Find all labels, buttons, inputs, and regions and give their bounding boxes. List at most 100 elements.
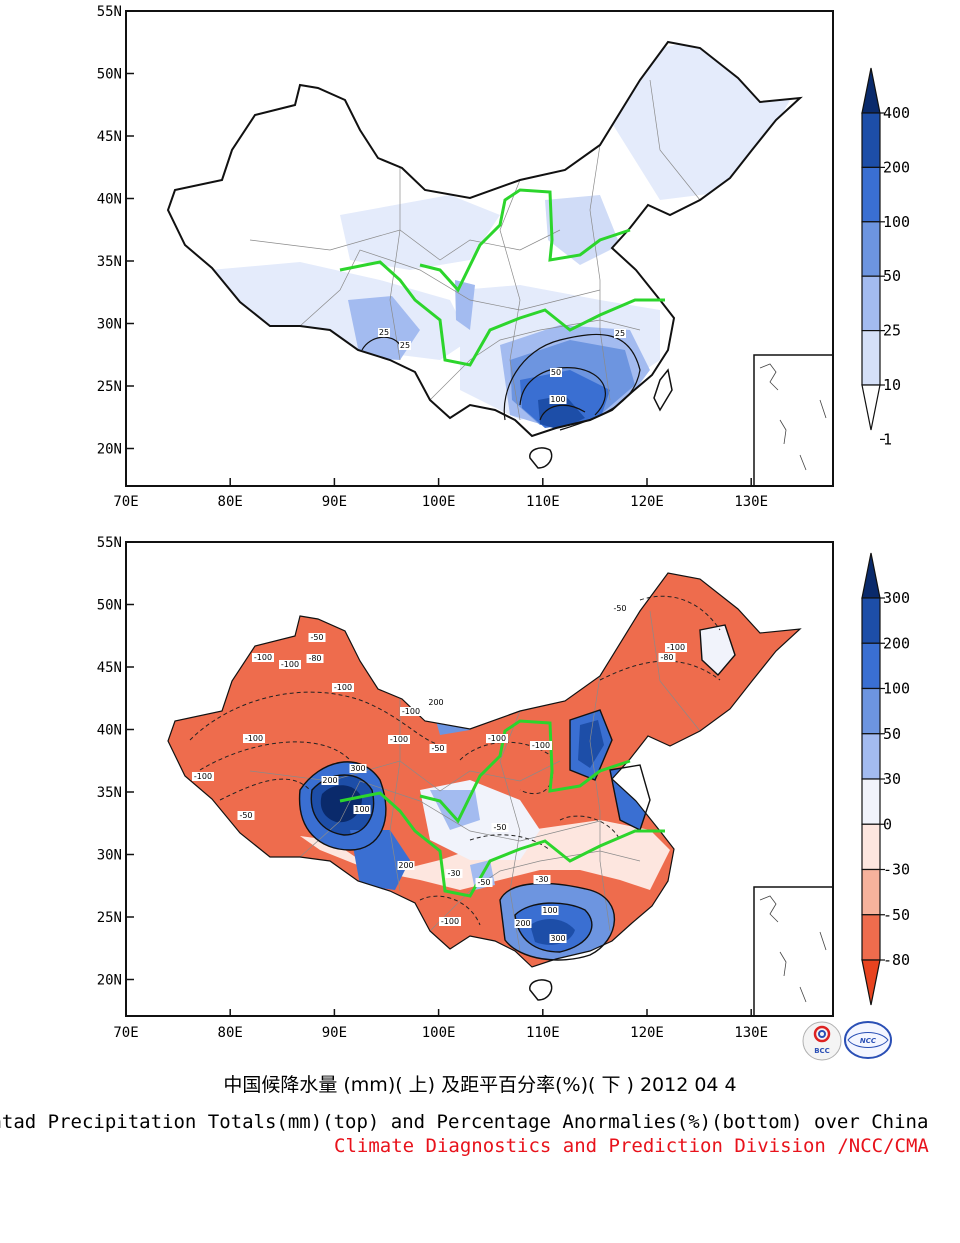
contour-label: -100 bbox=[390, 735, 408, 744]
contour-label-bg bbox=[349, 764, 367, 773]
contour-label: 25 bbox=[615, 329, 625, 338]
south-china-sea-inset-bottom bbox=[753, 886, 834, 1017]
taiwan-island bbox=[653, 368, 673, 412]
lat-tick-label: 20N bbox=[97, 973, 122, 989]
contour-label-bg bbox=[306, 654, 324, 663]
contour-label: 300 bbox=[350, 764, 365, 773]
colorbar-label: -50 bbox=[883, 906, 910, 924]
top-latitude-axis: 55N 50N 45N 40N 35N 30N 25N 20N bbox=[97, 4, 134, 458]
colorbar-segment bbox=[861, 642, 881, 690]
contour-label-bg bbox=[514, 919, 532, 928]
top-longitude-axis: 70E 80E 90E 100E 110E 120E 130E bbox=[113, 478, 768, 510]
contour-lines bbox=[361, 333, 641, 431]
colorbar-label: 200 bbox=[883, 634, 910, 652]
colorbar-label: 200 bbox=[883, 158, 910, 176]
contour-label: -100 bbox=[245, 734, 263, 743]
lat-tick-label: 55N bbox=[97, 4, 122, 20]
contour-label: -50 bbox=[613, 604, 626, 613]
contour-label: 200 bbox=[322, 776, 337, 785]
lat-tick-label: 50N bbox=[97, 598, 122, 614]
english-title-wrap: Pentad Precipitation Totals(mm)(top) and… bbox=[0, 1111, 960, 1133]
contour-label: -100 bbox=[488, 734, 506, 743]
contour-label: -50 bbox=[493, 823, 506, 832]
lon-tick-label: 110E bbox=[526, 494, 560, 510]
contour-label: -50 bbox=[431, 744, 444, 753]
contour-label-bg bbox=[486, 734, 508, 743]
contour-label-bg bbox=[445, 869, 463, 878]
contour-label: 200 bbox=[515, 919, 530, 928]
contour-label-bg bbox=[429, 744, 447, 753]
contour-label: -50 bbox=[239, 811, 252, 820]
colorbar-segment bbox=[861, 733, 881, 780]
colorbar-segment bbox=[861, 914, 881, 961]
colorbar-label: 1 bbox=[883, 430, 892, 448]
lat-tick-label: 45N bbox=[97, 660, 122, 676]
contour-label-bg bbox=[399, 341, 411, 350]
lon-tick-label: 110E bbox=[526, 1025, 560, 1041]
lat-tick-label: 20N bbox=[97, 442, 122, 458]
contour-label-bg bbox=[308, 633, 326, 642]
contour-label: -30 bbox=[535, 875, 548, 884]
lon-tick-label: 120E bbox=[630, 494, 664, 510]
contour-label-bg bbox=[541, 906, 559, 915]
bottom-longitude-axis: 70E 80E 90E 100E 110E 120E 130E bbox=[113, 1009, 768, 1041]
ncc-logo: NCC bbox=[844, 1021, 892, 1059]
contour-label: -100 bbox=[402, 707, 420, 716]
contour-label: -50 bbox=[310, 633, 323, 642]
colorbar-segment bbox=[861, 275, 881, 332]
colorbar-segment bbox=[861, 868, 881, 916]
colorbar-label: 30 bbox=[883, 770, 901, 788]
chinese-title: 中国候降水量 (mm)( 上) 及距平百分率(%)( 下 ) 2012 04 4 bbox=[223, 1074, 737, 1096]
lat-tick-label: 30N bbox=[97, 317, 122, 333]
lat-tick-label: 55N bbox=[97, 535, 122, 551]
contour-label: -80 bbox=[660, 653, 673, 662]
lon-tick-label: 80E bbox=[218, 1025, 243, 1041]
bottom-latitude-axis: 55N 50N 45N 40N 35N 30N 25N 20N bbox=[97, 535, 134, 989]
lat-tick-label: 40N bbox=[97, 723, 122, 739]
positive-contours bbox=[298, 624, 736, 961]
lon-tick-label: 120E bbox=[630, 1025, 664, 1041]
bcc-logo: BCC bbox=[802, 1021, 842, 1061]
contour-label: 300 bbox=[550, 934, 565, 943]
colorbar-segment bbox=[861, 778, 881, 825]
contour-label: -100 bbox=[194, 772, 212, 781]
colorbar-label: 400 bbox=[883, 104, 910, 122]
colorbar-label: 100 bbox=[883, 680, 910, 698]
contour-label-bg bbox=[658, 653, 676, 662]
bcc-logo-text: BCC bbox=[814, 1047, 830, 1055]
contour-label-bg bbox=[321, 776, 339, 785]
contour-label-bg bbox=[439, 917, 461, 926]
contour-label: -30 bbox=[447, 869, 460, 878]
lon-tick-label: 90E bbox=[322, 494, 347, 510]
lon-tick-label: 90E bbox=[322, 1025, 347, 1041]
bottom-map-frame bbox=[125, 541, 834, 1017]
lat-tick-label: 35N bbox=[97, 254, 122, 270]
colorbar-label: 50 bbox=[883, 267, 901, 285]
lat-tick-label: 25N bbox=[97, 910, 122, 926]
colorbar-bottom-arrow bbox=[861, 384, 881, 431]
contour-label: 100 bbox=[354, 805, 369, 814]
lat-tick-label: 35N bbox=[97, 785, 122, 801]
south-china-sea-inset bbox=[753, 354, 834, 487]
contour-label-bg bbox=[279, 660, 301, 669]
colorbar-label: 300 bbox=[883, 589, 910, 607]
ncc-logo-text: NCC bbox=[860, 1037, 877, 1045]
english-title: Pentad Precipitation Totals(mm)(top) and… bbox=[0, 1111, 929, 1133]
colorbar-top-arrow bbox=[861, 67, 881, 114]
contour-label: -100 bbox=[334, 683, 352, 692]
lat-tick-label: 25N bbox=[97, 379, 122, 395]
contour-label-bg bbox=[192, 772, 214, 781]
contour-label: 200 bbox=[398, 861, 413, 870]
china-border-bottom bbox=[167, 572, 802, 968]
contour-labels-bottom: -100-100-50-80-100-100-100-100-100-50200… bbox=[192, 604, 687, 943]
contour-label: -50 bbox=[477, 878, 490, 887]
colorbar-bottom-arrow bbox=[861, 959, 881, 1006]
contour-label: -100 bbox=[532, 741, 550, 750]
contour-label: -100 bbox=[281, 660, 299, 669]
contour-label-bg bbox=[237, 811, 255, 820]
contour-label-bg bbox=[611, 604, 629, 613]
contour-label: -100 bbox=[667, 643, 685, 652]
precipitation-totals-map: 25 25 25 50 100 55N 50N 45N 40N 35N 30N 25N 20N 70E… bbox=[97, 4, 910, 510]
contour-label-bg bbox=[427, 698, 445, 707]
